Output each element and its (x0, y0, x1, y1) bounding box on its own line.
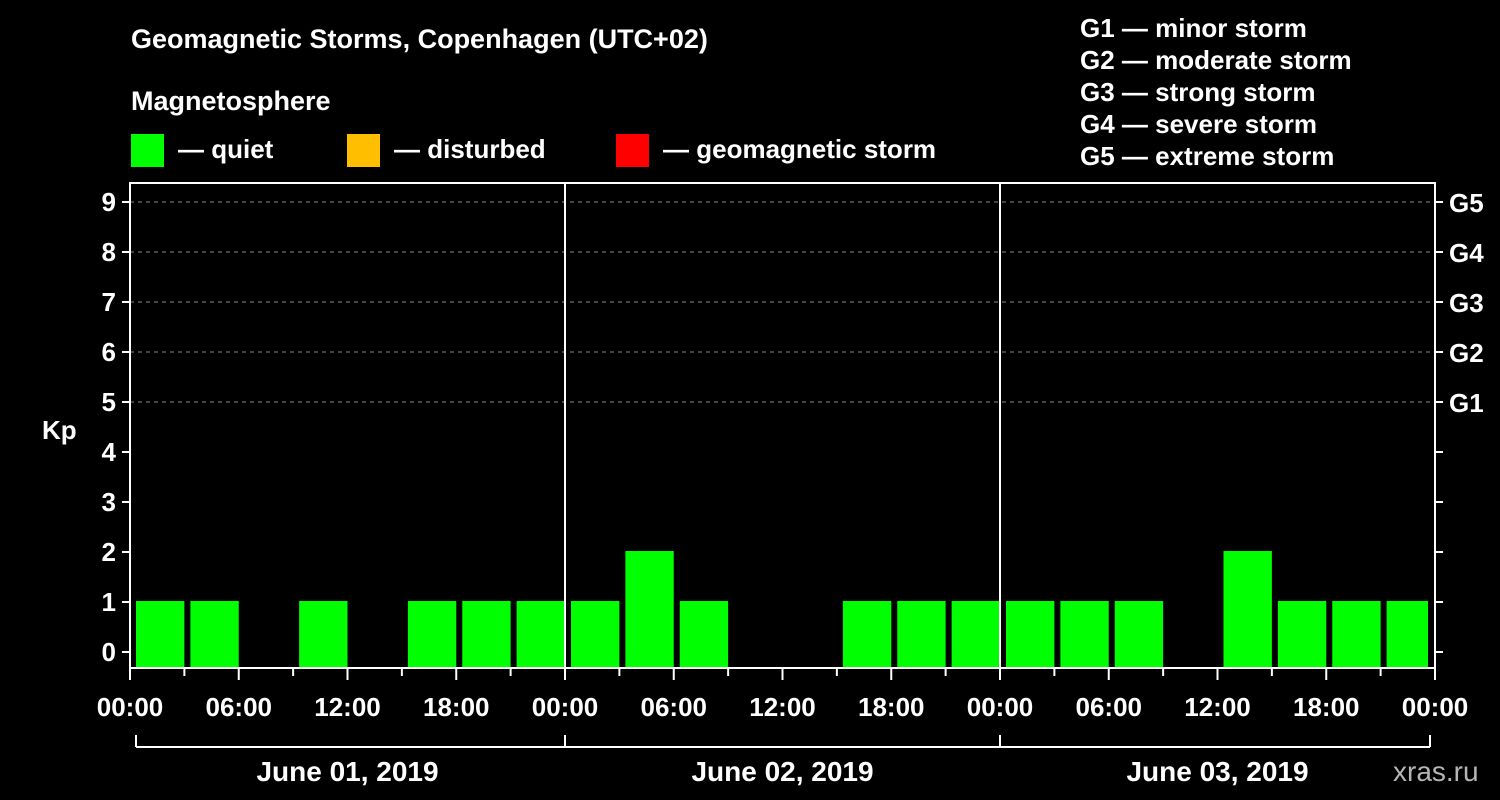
ytick-label: 7 (102, 287, 116, 317)
legend-swatch-1 (347, 134, 380, 167)
xtick-label: 06:00 (1076, 692, 1143, 722)
bar-kp-8 (571, 601, 620, 668)
bar-kp-18 (1114, 601, 1164, 668)
xtick-label: 12:00 (749, 692, 816, 722)
bars (136, 551, 1428, 668)
chart-subtitle: Magnetosphere (131, 86, 331, 116)
ytick-label: 0 (102, 637, 116, 667)
bar-kp-1 (190, 601, 239, 668)
y-axis-label: Kp (42, 415, 77, 445)
bar-kp-22 (1332, 601, 1381, 668)
bar-kp-17 (1060, 601, 1109, 668)
g-level-label: G4 (1449, 238, 1484, 268)
g-level-label: G5 (1449, 188, 1484, 218)
xtick-label: 18:00 (858, 692, 925, 722)
ytick-label: 3 (102, 487, 116, 517)
ytick-label: 2 (102, 537, 116, 567)
date-label: June 03, 2019 (1126, 756, 1308, 787)
g-level-label: G3 (1449, 288, 1484, 318)
bar-kp-20 (1223, 551, 1272, 668)
bar-kp-0 (136, 601, 185, 668)
g-level-label: G2 (1449, 338, 1484, 368)
gridlines (130, 201, 1435, 403)
watermark: xras.ru (1393, 756, 1479, 787)
bar-kp-3 (299, 601, 348, 668)
ytick-label: 9 (102, 187, 116, 217)
legend-label-0: — quiet (178, 134, 274, 164)
storm-scale-item-4: G5 — extreme storm (1080, 141, 1334, 171)
ytick-label: 8 (102, 237, 116, 267)
ytick-label: 5 (102, 387, 116, 417)
bar-kp-23 (1386, 601, 1428, 668)
xtick-label: 00:00 (967, 692, 1034, 722)
xtick-label: 12:00 (1184, 692, 1251, 722)
bar-kp-6 (462, 601, 511, 668)
xtick-label: 18:00 (1293, 692, 1360, 722)
date-label: June 02, 2019 (691, 756, 873, 787)
legend-label-1: — disturbed (394, 134, 546, 164)
bar-kp-21 (1277, 601, 1327, 668)
ytick-label: 1 (102, 587, 116, 617)
xtick-label: 00:00 (97, 692, 164, 722)
axes: 0 1 2 3 4 5 6 7 8 9 G1 G2 G3 G4 G5 Kp 00:00 06:00 12:00 18:… (42, 182, 1484, 787)
date-label: June 01, 2019 (256, 756, 438, 787)
bar-kp-16 (1006, 601, 1055, 668)
storm-scale-item-0: G1 — minor storm (1080, 13, 1307, 43)
legend-label-2: — geomagnetic storm (663, 134, 936, 164)
chart-title: Geomagnetic Storms, Copenhagen (UTC+02) (131, 24, 708, 54)
storm-scale-item-3: G4 — severe storm (1080, 109, 1317, 139)
bar-kp-13 (842, 601, 892, 668)
xtick-label: 00:00 (1402, 692, 1469, 722)
bar-kp-9 (625, 551, 674, 668)
xtick-label: 12:00 (314, 692, 381, 722)
xtick-label: 06:00 (641, 692, 708, 722)
storm-scale-item-2: G3 — strong storm (1080, 77, 1315, 107)
legend-swatch-2 (616, 134, 649, 167)
xtick-label: 00:00 (532, 692, 599, 722)
legend-swatch-0 (131, 134, 164, 167)
g-level-label: G1 (1449, 388, 1484, 418)
bar-kp-15 (951, 601, 1000, 668)
ytick-label: 4 (102, 437, 117, 467)
legend: — quiet — disturbed — geomagnetic storm (131, 134, 936, 167)
xtick-label: 06:00 (206, 692, 273, 722)
bar-kp-7 (516, 601, 565, 668)
ytick-label: 6 (102, 337, 116, 367)
xtick-label: 18:00 (423, 692, 490, 722)
bar-kp-14 (897, 601, 946, 668)
bar-kp-5 (407, 601, 457, 668)
storm-scale-item-1: G2 — moderate storm (1080, 45, 1352, 75)
bar-kp-10 (679, 601, 729, 668)
